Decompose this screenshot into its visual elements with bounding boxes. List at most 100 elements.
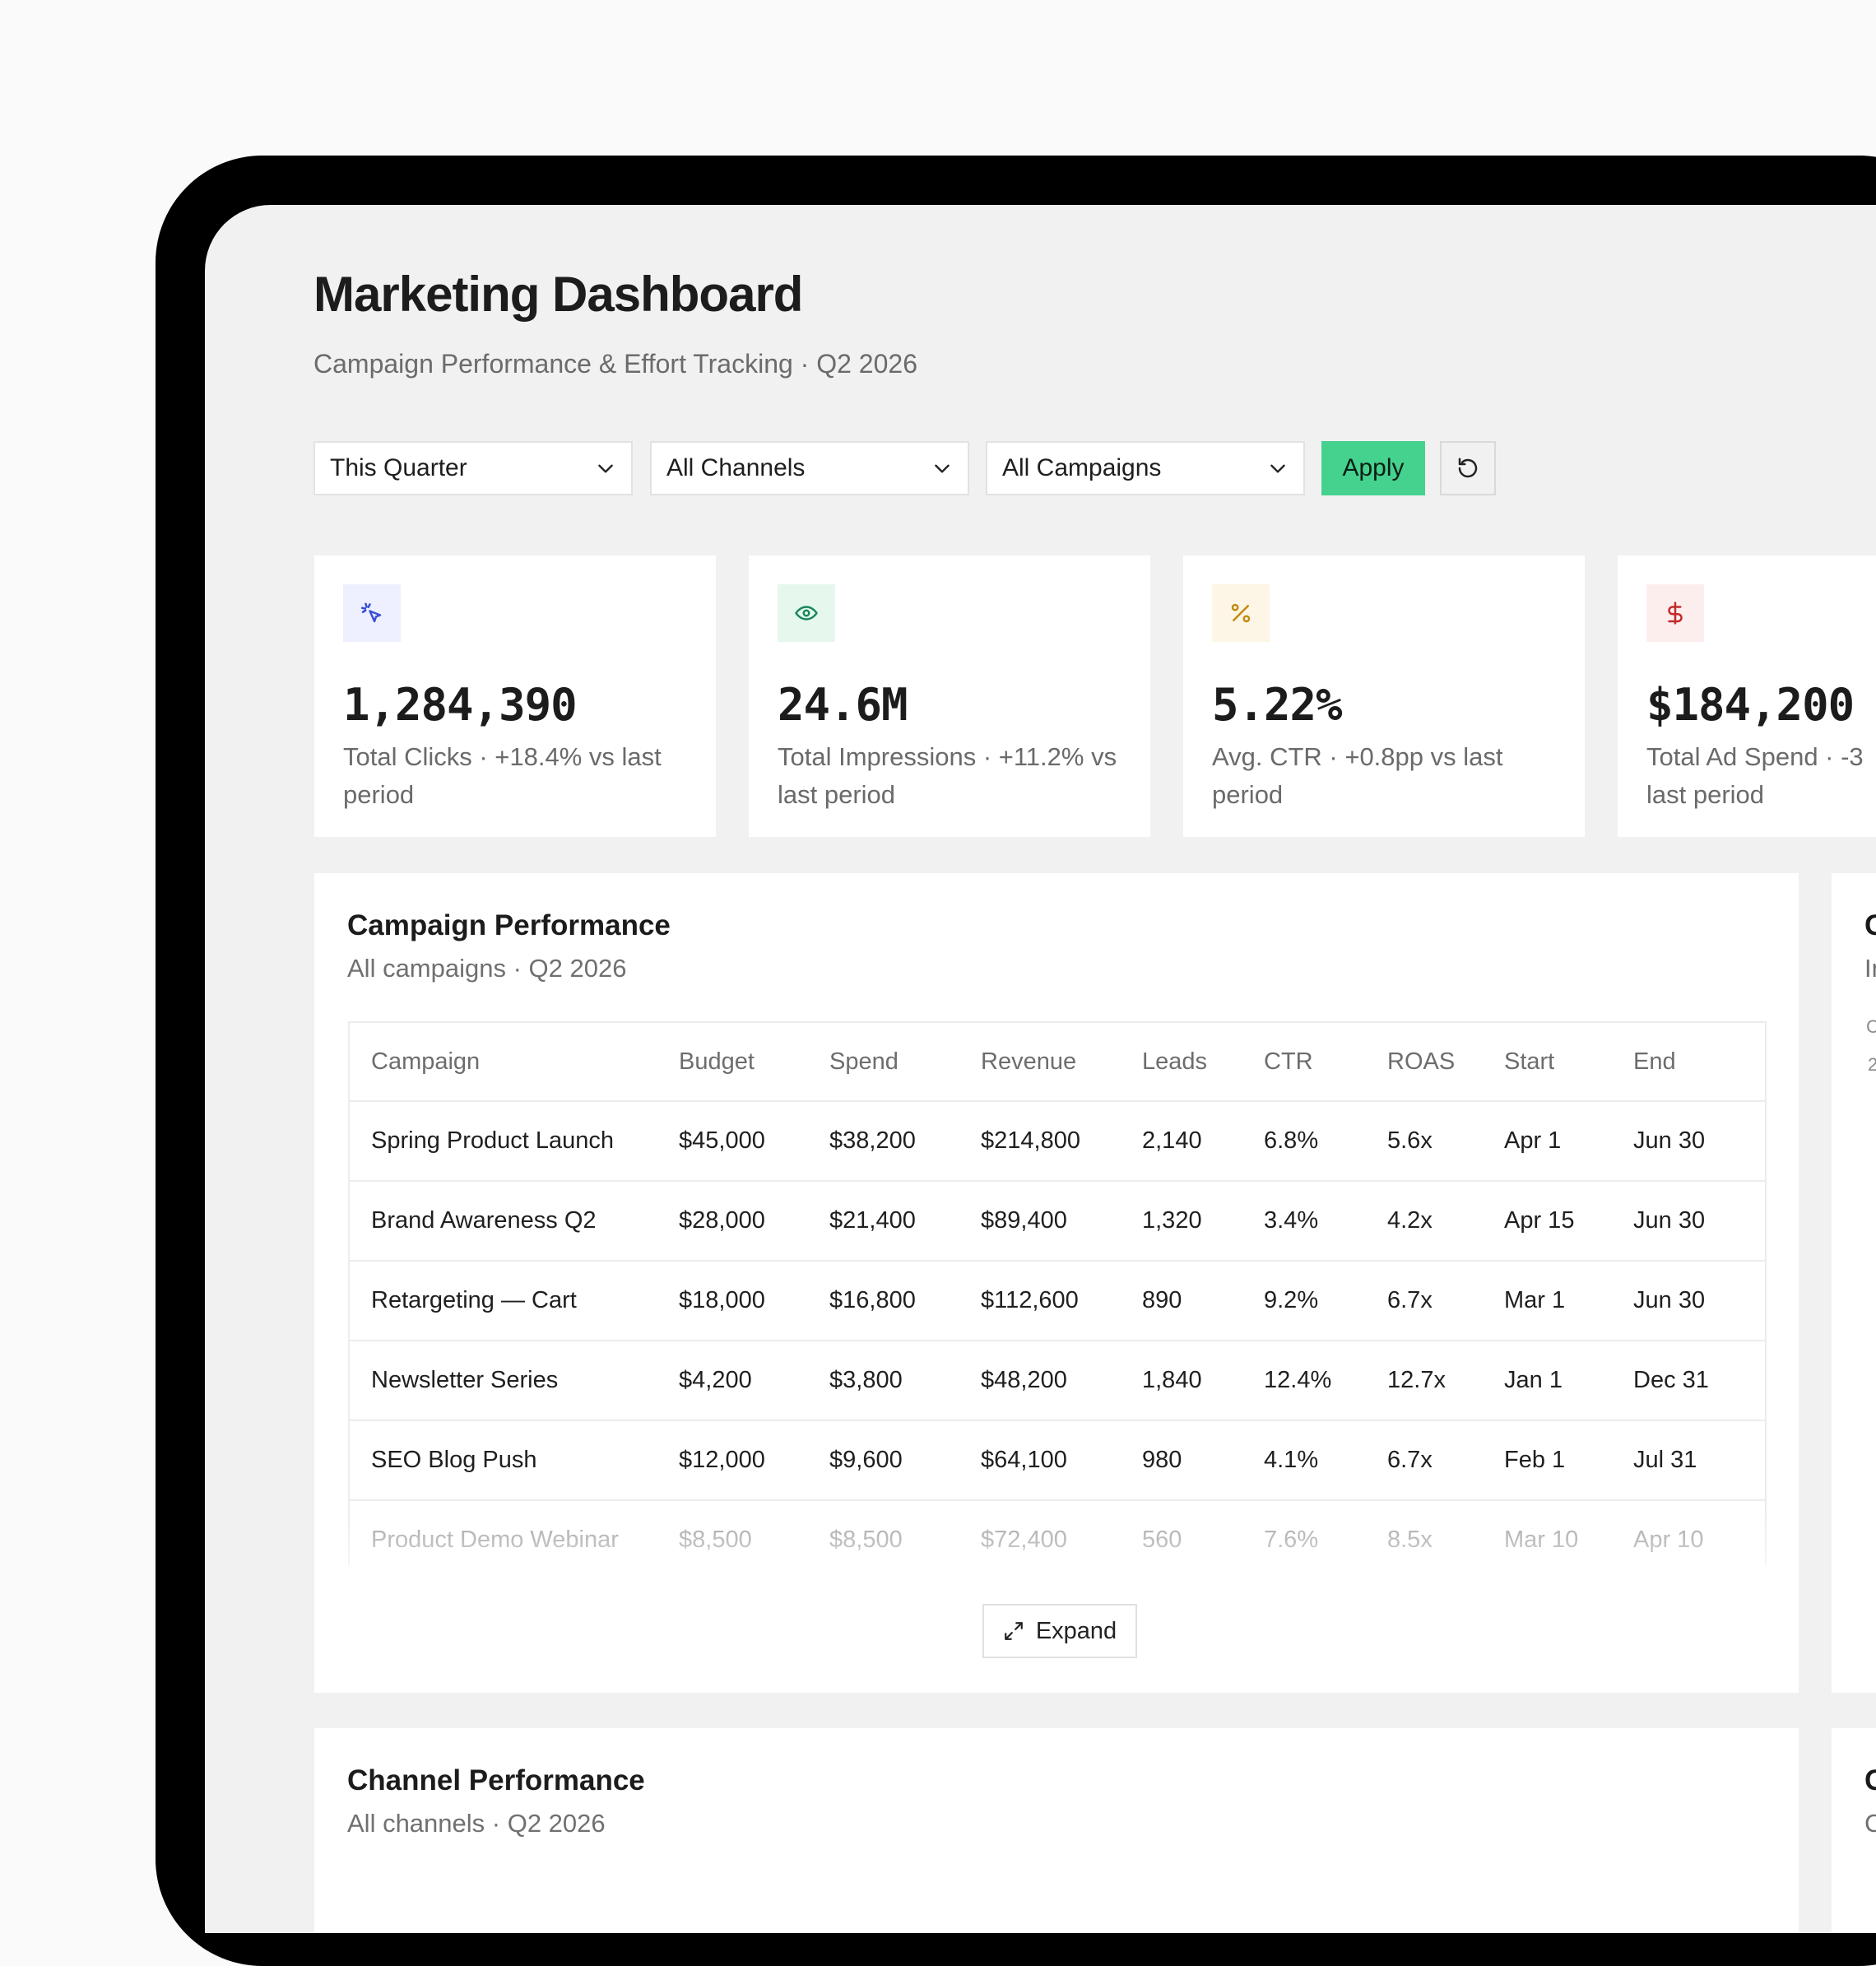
card-title: Campaign Performance xyxy=(347,909,671,941)
dashboard-screen: Marketing Dashboard Campaign Performance… xyxy=(205,205,1876,1933)
kpi-value: 5.22% xyxy=(1212,679,1343,731)
page-title: Marketing Dashboard xyxy=(313,267,803,322)
side-card-title: C xyxy=(1864,909,1876,941)
table-cell: Retargeting — Cart xyxy=(350,1261,679,1341)
table-cell: 5.6x xyxy=(1387,1101,1504,1182)
side-card: C In C 2 xyxy=(1832,873,1876,1693)
table-cell: Jun 30 xyxy=(1633,1181,1765,1262)
side-card-2: C C xyxy=(1832,1728,1876,1933)
table-cell: 6.7x xyxy=(1387,1420,1504,1501)
table-cell: $38,200 xyxy=(829,1101,981,1182)
column-header[interactable]: ROAS xyxy=(1387,1023,1504,1102)
table-cell: Mar 10 xyxy=(1504,1527,1579,1553)
column-header[interactable]: CTR xyxy=(1264,1023,1387,1102)
percent-icon xyxy=(1212,584,1270,642)
table-cell: 3.4% xyxy=(1264,1181,1387,1262)
expand-button[interactable]: Expand xyxy=(982,1604,1137,1658)
table-cell: SEO Blog Push xyxy=(350,1420,679,1501)
channel-performance-card: Channel Performance All channels · Q2 20… xyxy=(314,1728,1799,1933)
table-row[interactable]: Spring Product Launch $45,000 $38,200 $2… xyxy=(350,1101,1765,1182)
side-card-text: 2 xyxy=(1868,1054,1876,1075)
table-cell: Mar 1 xyxy=(1504,1261,1633,1341)
kpi-value: 24.6M xyxy=(778,679,908,731)
table-cell: Apr 10 xyxy=(1633,1527,1704,1553)
card-subtitle: All channels · Q2 2026 xyxy=(347,1809,606,1838)
table-row[interactable]: Retargeting — Cart $18,000 $16,800 $112,… xyxy=(350,1261,1765,1341)
campaign-performance-card: Campaign Performance All campaigns · Q2 … xyxy=(314,873,1799,1693)
table-cell: 2,140 xyxy=(1142,1101,1264,1182)
table-cell: Feb 1 xyxy=(1504,1420,1633,1501)
table-cell: $45,000 xyxy=(679,1101,829,1182)
column-header[interactable]: Campaign xyxy=(350,1023,679,1102)
table-cell: Apr 1 xyxy=(1504,1101,1633,1182)
table-cell: $16,800 xyxy=(829,1261,981,1341)
table-cell: Newsletter Series xyxy=(350,1341,679,1421)
table-row[interactable]: SEO Blog Push $12,000 $9,600 $64,100 980… xyxy=(350,1420,1765,1501)
table-cell: 980 xyxy=(1142,1420,1264,1501)
dollar-icon xyxy=(1646,584,1704,642)
table-cell: $21,400 xyxy=(829,1181,981,1262)
table-cell: Apr 15 xyxy=(1504,1181,1633,1262)
side-card-title: C xyxy=(1864,1764,1876,1796)
table-cell: $89,400 xyxy=(981,1181,1142,1262)
apply-button[interactable]: Apply xyxy=(1321,441,1425,495)
table-row[interactable]: Product Demo Webinar $8,500 $8,500 $72,4… xyxy=(350,1500,1765,1566)
table-cell: Dec 31 xyxy=(1633,1341,1765,1421)
kpi-label: Total Ad Spend · -3 last period xyxy=(1646,738,1876,814)
reset-button[interactable] xyxy=(1440,441,1496,495)
side-card-subtitle: C xyxy=(1864,1809,1876,1838)
campaign-table: Campaign Budget Spend Revenue Leads CTR … xyxy=(348,1021,1767,1566)
period-select[interactable]: This Quarter xyxy=(313,441,633,495)
table-cell: 6.8% xyxy=(1264,1101,1387,1182)
table-cell: 4.1% xyxy=(1264,1420,1387,1501)
channel-select-value: All Channels xyxy=(666,454,806,481)
side-card-subtitle: In xyxy=(1864,954,1876,983)
campaign-select[interactable]: All Campaigns xyxy=(986,441,1305,495)
card-subtitle: All campaigns · Q2 2026 xyxy=(347,954,627,983)
table-cell: Jul 31 xyxy=(1633,1420,1765,1501)
period-select-value: This Quarter xyxy=(330,454,467,481)
column-header[interactable]: Spend xyxy=(829,1023,981,1102)
table-cell: $4,200 xyxy=(679,1341,829,1421)
kpi-value: $184,200 xyxy=(1646,679,1855,731)
expand-icon xyxy=(1004,1622,1023,1640)
chevron-down-icon xyxy=(1270,464,1285,473)
table-cell: $18,000 xyxy=(679,1261,829,1341)
table-cell: $12,000 xyxy=(679,1420,829,1501)
eye-icon xyxy=(778,584,835,642)
table-cell: 890 xyxy=(1142,1261,1264,1341)
table-cell: Product Demo Webinar xyxy=(371,1527,619,1553)
card-title: Channel Performance xyxy=(347,1764,645,1796)
table-row[interactable]: Newsletter Series $4,200 $3,800 $48,200 … xyxy=(350,1341,1765,1421)
column-header[interactable]: Budget xyxy=(679,1023,829,1102)
channel-select[interactable]: All Channels xyxy=(650,441,969,495)
kpi-card-impressions: 24.6M Total Impressions · +11.2% vs last… xyxy=(749,555,1150,837)
table-cell: Jun 30 xyxy=(1633,1101,1765,1182)
table-cell: $72,400 xyxy=(981,1527,1067,1553)
table-cell: $48,200 xyxy=(981,1341,1142,1421)
side-card-text: C xyxy=(1866,1016,1876,1037)
kpi-card-ctr: 5.22% Avg. CTR · +0.8pp vs last period xyxy=(1183,555,1585,837)
column-header[interactable]: Leads xyxy=(1142,1023,1264,1102)
kpi-label: Total Clicks · +18.4% vs last period xyxy=(343,742,662,809)
table-cell: 7.6% xyxy=(1264,1527,1319,1553)
table-cell: $8,500 xyxy=(679,1527,752,1553)
table-cell: 8.5x xyxy=(1387,1527,1433,1553)
kpi-card-spend: $184,200 Total Ad Spend · -3 last period xyxy=(1618,555,1876,837)
table-cell: Brand Awareness Q2 xyxy=(350,1181,679,1262)
column-header[interactable]: End xyxy=(1633,1023,1765,1102)
column-header[interactable]: Start xyxy=(1504,1023,1633,1102)
table-cell: 4.2x xyxy=(1387,1181,1504,1262)
column-header[interactable]: Revenue xyxy=(981,1023,1142,1102)
table-header-row: Campaign Budget Spend Revenue Leads CTR … xyxy=(350,1023,1765,1102)
kpi-card-clicks: 1,284,390 Total Clicks · +18.4% vs last … xyxy=(314,555,716,837)
kpi-label-line: last period xyxy=(1646,780,1765,809)
table-cell: $9,600 xyxy=(829,1420,981,1501)
table-cell: Jun 30 xyxy=(1633,1261,1765,1341)
table-row[interactable]: Brand Awareness Q2 $28,000 $21,400 $89,4… xyxy=(350,1181,1765,1262)
table-cell: 1,320 xyxy=(1142,1181,1264,1262)
cursor-click-icon xyxy=(343,584,401,642)
chevron-down-icon xyxy=(598,464,613,473)
table-cell: 12.7x xyxy=(1387,1341,1504,1421)
kpi-value: 1,284,390 xyxy=(343,679,578,731)
